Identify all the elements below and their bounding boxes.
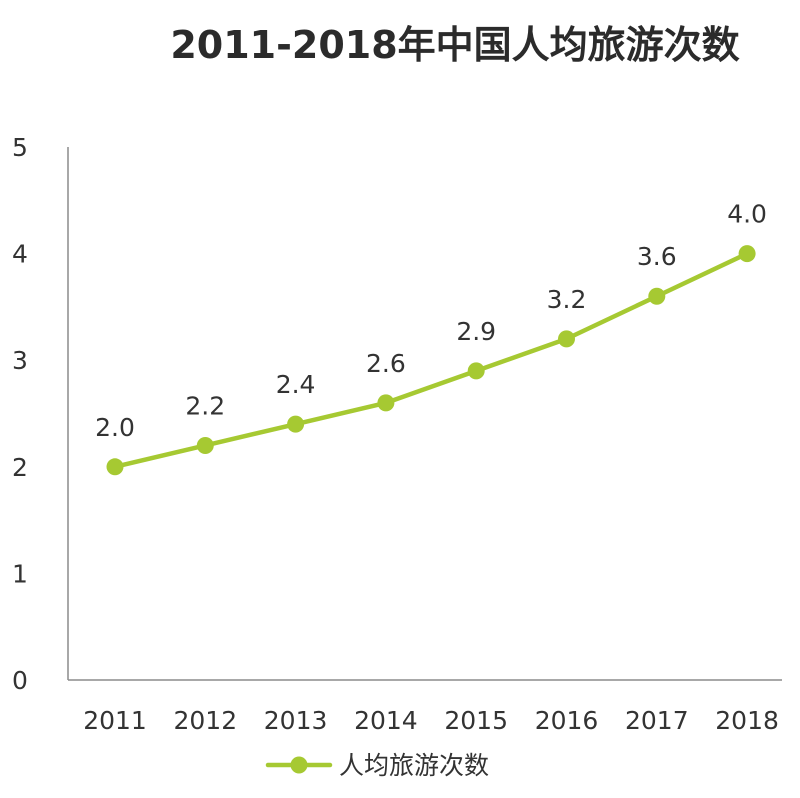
legend-label: 人均旅游次数 [339,751,489,780]
x-tick-label: 2015 [444,706,508,735]
y-tick-label: 4 [12,240,28,269]
data-label: 2.2 [185,391,225,420]
data-label: 4.0 [727,200,767,229]
y-tick-label: 0 [12,666,28,695]
data-label: 2.6 [366,349,406,378]
series-group: 2.0 2.2 2.4 2.6 2.9 3.2 3.6 4.0 [95,200,767,476]
data-point [196,436,214,454]
x-tick-label: 2011 [83,706,147,735]
y-tick-label: 2 [12,453,28,482]
x-axis-ticks: 2011 2012 2013 2014 2015 2016 2017 2018 [83,706,779,735]
data-point [106,458,124,476]
data-label: 2.0 [95,413,135,442]
data-point [738,245,756,263]
series-line [112,251,750,470]
x-tick-label: 2016 [535,706,599,735]
legend: 人均旅游次数 [265,751,489,780]
x-tick-label: 2014 [354,706,418,735]
data-label: 2.4 [276,370,316,399]
chart-title: 2011-2018年中国人均旅游次数 [170,23,740,67]
data-point [467,362,485,380]
data-point [648,287,666,305]
y-tick-label: 3 [12,346,28,375]
y-tick-label: 5 [12,133,28,162]
y-tick-label: 1 [12,559,28,588]
data-label: 3.6 [637,242,677,271]
y-axis-ticks: 0 1 2 3 4 5 [12,133,28,695]
axes [67,147,782,681]
x-tick-label: 2017 [625,706,689,735]
data-label: 3.2 [547,285,587,314]
data-label: 2.9 [456,317,496,346]
legend-marker [290,756,308,774]
x-tick-label: 2018 [715,706,779,735]
data-point [558,330,575,348]
data-point [377,394,395,412]
data-point [287,415,305,433]
x-tick-label: 2012 [173,706,237,735]
x-tick-label: 2013 [264,706,328,735]
